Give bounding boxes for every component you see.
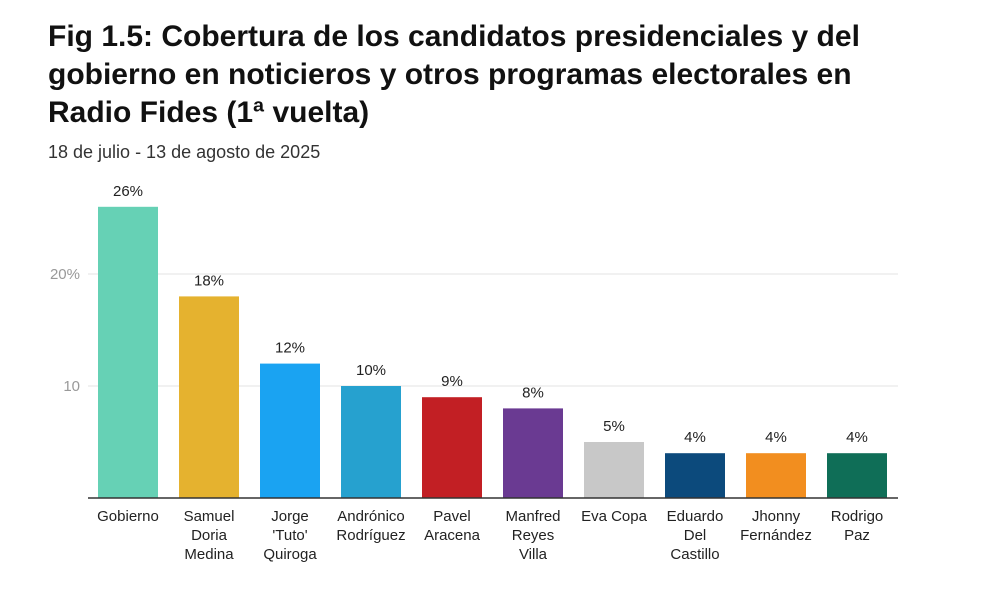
category-label: Samuel [184, 508, 235, 525]
category-label: Doria [191, 527, 228, 544]
category-label: Eduardo [667, 508, 724, 525]
category-label: Jorge [271, 508, 309, 525]
bar[interactable] [584, 442, 644, 498]
category-label: Medina [184, 546, 234, 563]
data-label: 12% [275, 340, 305, 357]
category-label: Quiroga [263, 546, 317, 563]
category-label: Rodríguez [336, 527, 405, 544]
data-label: 4% [765, 429, 787, 446]
category-label: Villa [519, 546, 548, 563]
category-label: Pavel [433, 508, 471, 525]
y-tick-label: 10 [63, 378, 80, 395]
data-label: 5% [603, 418, 625, 435]
category-label: Eva Copa [581, 508, 648, 525]
category-label: Gobierno [97, 508, 159, 525]
chart-title: Fig 1.5: Cobertura de los candidatos pre… [48, 20, 860, 129]
category-label: Jhonny [752, 508, 801, 525]
bar[interactable] [341, 386, 401, 498]
category-label: Del [684, 527, 707, 544]
category-label: Castillo [670, 546, 719, 563]
bar[interactable] [665, 453, 725, 498]
category-label: 'Tuto' [272, 527, 307, 544]
bar[interactable] [260, 363, 320, 498]
data-label: 8% [522, 384, 544, 401]
bar[interactable] [746, 453, 806, 498]
data-label: 10% [356, 362, 386, 379]
category-label: Andrónico [337, 508, 405, 525]
bar[interactable] [827, 453, 887, 498]
category-label: Reyes [512, 527, 555, 544]
bar[interactable] [98, 206, 158, 499]
bar[interactable] [179, 296, 239, 498]
category-label: Manfred [505, 508, 560, 525]
data-label: 4% [684, 429, 706, 446]
category-label: Aracena [424, 527, 481, 544]
data-label: 26% [113, 183, 143, 200]
category-label: Fernández [740, 527, 812, 544]
category-label: Paz [844, 527, 870, 544]
chart-subtitle: 18 de julio - 13 de agosto de 2025 [48, 142, 321, 162]
data-label: 4% [846, 429, 868, 446]
category-label: Rodrigo [831, 508, 884, 525]
bar[interactable] [422, 397, 482, 498]
y-tick-label: 20% [50, 266, 80, 283]
data-label: 9% [441, 373, 463, 390]
data-label: 18% [194, 272, 224, 289]
bar[interactable] [503, 408, 563, 498]
